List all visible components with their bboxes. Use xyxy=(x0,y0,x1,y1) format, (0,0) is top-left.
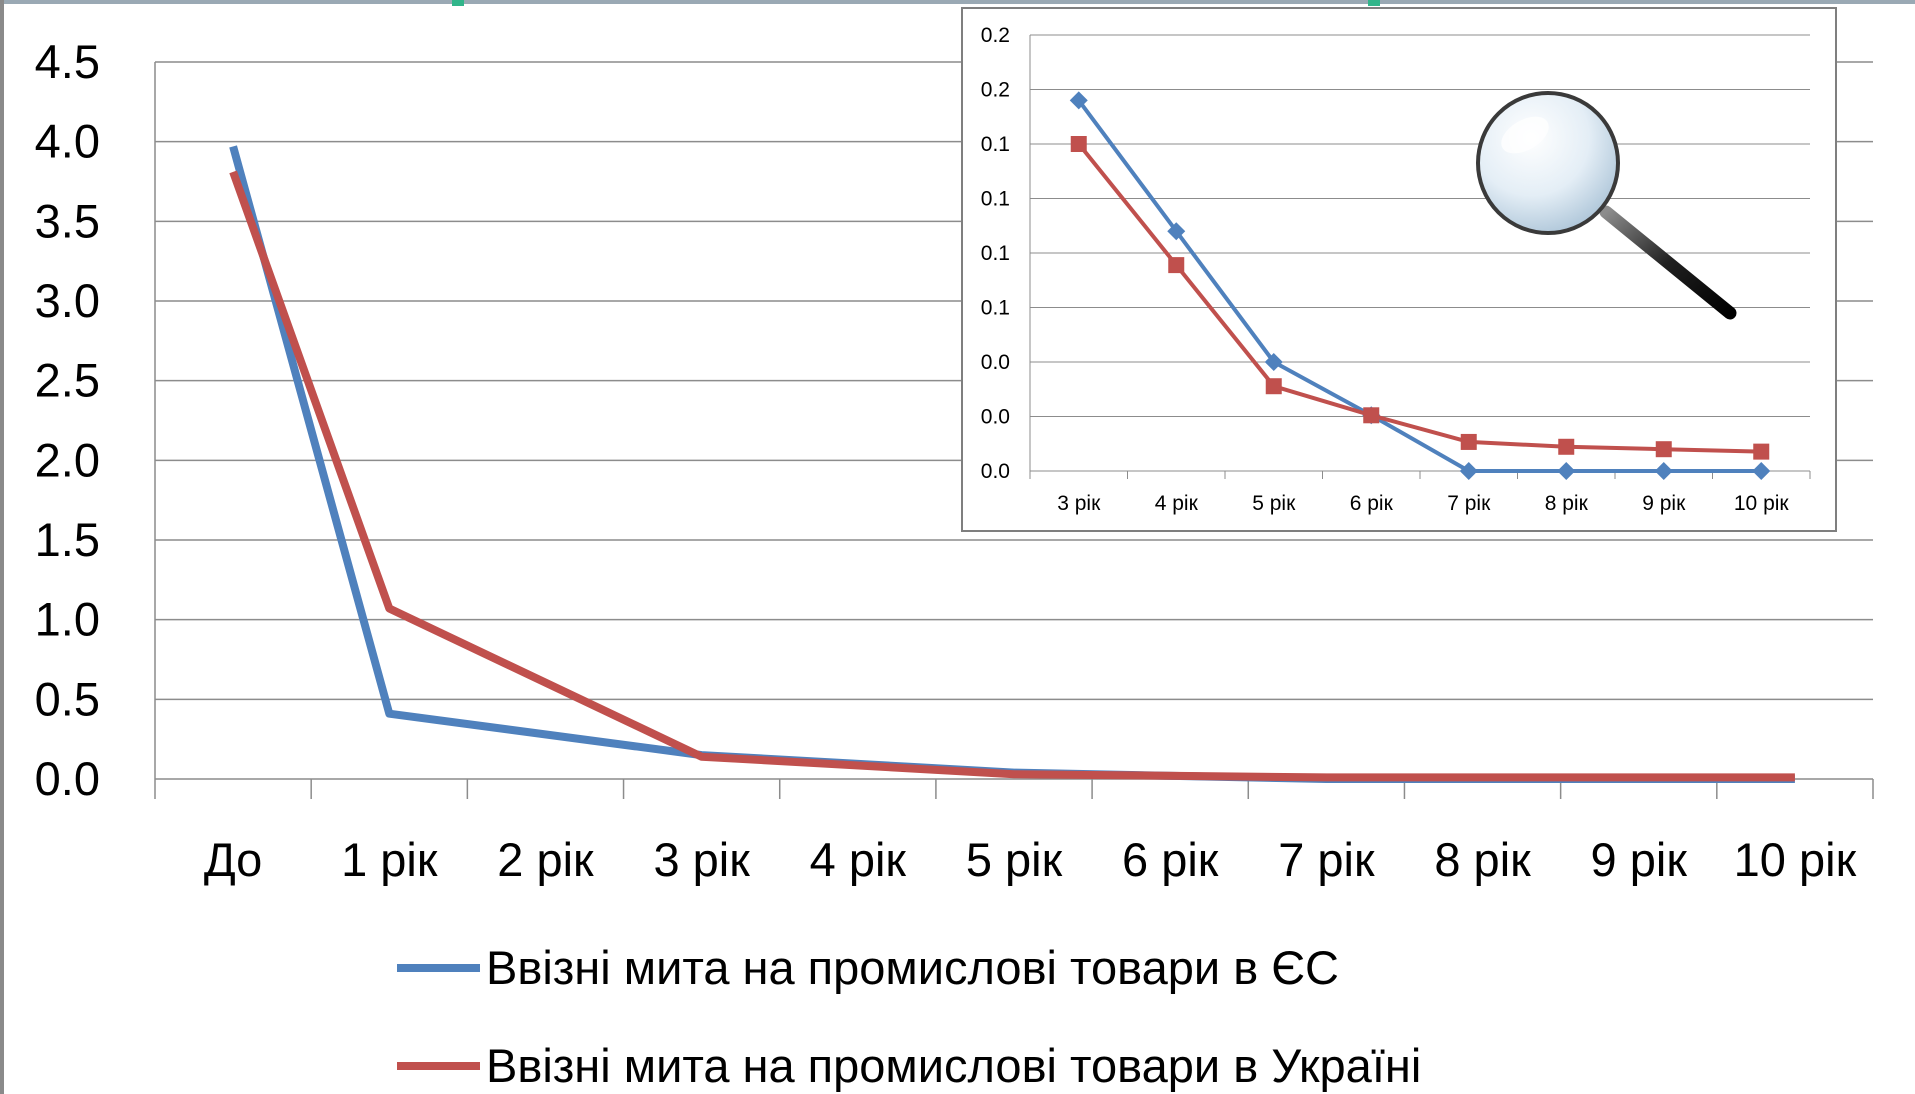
main-y-tick-label: 4.0 xyxy=(35,115,100,168)
inset-point-ukraine xyxy=(1168,257,1185,274)
inset-point-ukraine xyxy=(1655,441,1672,458)
legend-label-eu: Ввізні мита на промислові товари в ЄС xyxy=(486,941,1339,994)
inset-y-tick-label: 0.1 xyxy=(981,297,1010,320)
chart-legend: Ввізні мита на промислові товари в ЄС Вв… xyxy=(397,941,1421,1092)
inset-y-tick-label: 0.0 xyxy=(981,351,1010,374)
inset-point-ukraine xyxy=(1363,407,1380,424)
inset-point-ukraine xyxy=(1460,433,1477,450)
inset-point-eu xyxy=(1654,462,1673,480)
main-y-tick-label: 0.0 xyxy=(35,752,100,805)
inset-x-tick-label: 5 рік xyxy=(1252,492,1296,515)
inset-chart: 0.0 0.0 0.0 0.1 0.1 0.1 0.1 0.2 0.2 3 рік 4 рік 5 … xyxy=(961,7,1837,532)
main-x-tick-label: 5 рік xyxy=(966,833,1063,886)
main-y-tick-label: 2.5 xyxy=(35,354,100,407)
inset-x-tick-label: 7 рік xyxy=(1447,492,1491,515)
inset-y-tick-label: 0.2 xyxy=(981,79,1010,102)
inset-point-ukraine xyxy=(1265,378,1282,395)
main-x-tick-label: 6 рік xyxy=(1122,833,1219,886)
inset-point-eu xyxy=(1167,222,1186,241)
inset-series-lines xyxy=(1069,91,1771,480)
main-x-tick-label: 10 рік xyxy=(1734,833,1857,886)
inset-y-tick-label: 0.0 xyxy=(981,406,1010,429)
main-x-tick-label: 9 рік xyxy=(1591,833,1688,886)
slide-handle-left xyxy=(452,0,464,6)
main-series-line-1 xyxy=(229,170,1795,782)
inset-point-eu xyxy=(1264,353,1283,371)
inset-y-tick-label: 0.0 xyxy=(981,460,1010,483)
inset-point-eu xyxy=(1557,462,1576,480)
main-x-tick-label: 3 рік xyxy=(653,833,750,886)
main-y-tick-label: 3.5 xyxy=(35,194,100,247)
main-y-tick-label: 3.0 xyxy=(35,274,100,327)
main-y-tick-label: 1.5 xyxy=(35,513,100,566)
main-x-tick-label: 2 рік xyxy=(497,833,594,886)
window-frame-left xyxy=(0,0,4,1094)
inset-point-ukraine xyxy=(1753,443,1770,460)
main-y-tick-label: 2.0 xyxy=(35,433,100,486)
main-x-tick-label: 8 рік xyxy=(1434,833,1531,886)
main-y-tick-labels: 0.0 0.5 1.0 1.5 2.0 2.5 3.0 3.5 4.0 4.5 xyxy=(35,35,100,805)
inset-gridlines xyxy=(1030,34,1810,417)
main-series-lines xyxy=(229,145,1795,783)
main-y-tick-label: 0.5 xyxy=(35,672,100,725)
inset-point-eu xyxy=(1459,462,1478,480)
main-x-tick-label: 1 рік xyxy=(341,833,438,886)
legend-label-ukraine: Ввізні мита на промислові товари в Украї… xyxy=(486,1039,1421,1092)
inset-y-tick-label: 0.2 xyxy=(981,24,1010,47)
inset-box xyxy=(961,7,1837,532)
main-y-tick-label: 4.5 xyxy=(35,35,100,88)
main-y-tick-label: 1.0 xyxy=(35,593,100,646)
inset-y-tick-label: 0.1 xyxy=(981,242,1010,265)
inset-x-tick-label: 8 рік xyxy=(1545,492,1589,515)
main-x-tick-labels: До 1 рік 2 рік 3 рік 4 рік 5 рік 6 рік 7 рік 8 р… xyxy=(204,833,1857,886)
inset-point-eu xyxy=(1069,91,1088,110)
window-frame-top xyxy=(0,0,1915,4)
inset-x-tick-label: 3 рік xyxy=(1057,492,1101,515)
inset-point-ukraine xyxy=(1558,438,1575,455)
inset-series-line-1 xyxy=(1077,142,1762,454)
inset-x-tick-label: 4 рік xyxy=(1155,492,1199,515)
main-x-tick-label: 7 рік xyxy=(1278,833,1375,886)
inset-series-line-0 xyxy=(1077,99,1762,473)
inset-y-tick-label: 0.1 xyxy=(981,188,1010,211)
inset-x-tick-label: 9 рік xyxy=(1642,492,1686,515)
inset-point-ukraine xyxy=(1070,136,1087,152)
inset-x-tick-label: 6 рік xyxy=(1350,492,1394,515)
inset-x-tick-labels: 3 рік 4 рік 5 рік 6 рік 7 рік 8 рік 9 рік 10 рі… xyxy=(1057,492,1789,515)
inset-y-tick-label: 0.1 xyxy=(981,133,1010,156)
slide-handle-right xyxy=(1368,0,1380,6)
inset-y-tick-labels: 0.0 0.0 0.0 0.1 0.1 0.1 0.1 0.2 0.2 xyxy=(981,24,1010,483)
inset-x-tick-label: 10 рік xyxy=(1734,492,1790,515)
magnifier-icon xyxy=(1476,91,1737,320)
main-x-tick-label: 4 рік xyxy=(810,833,907,886)
main-x-tick-label: До xyxy=(204,833,263,886)
inset-point-eu xyxy=(1752,462,1771,480)
